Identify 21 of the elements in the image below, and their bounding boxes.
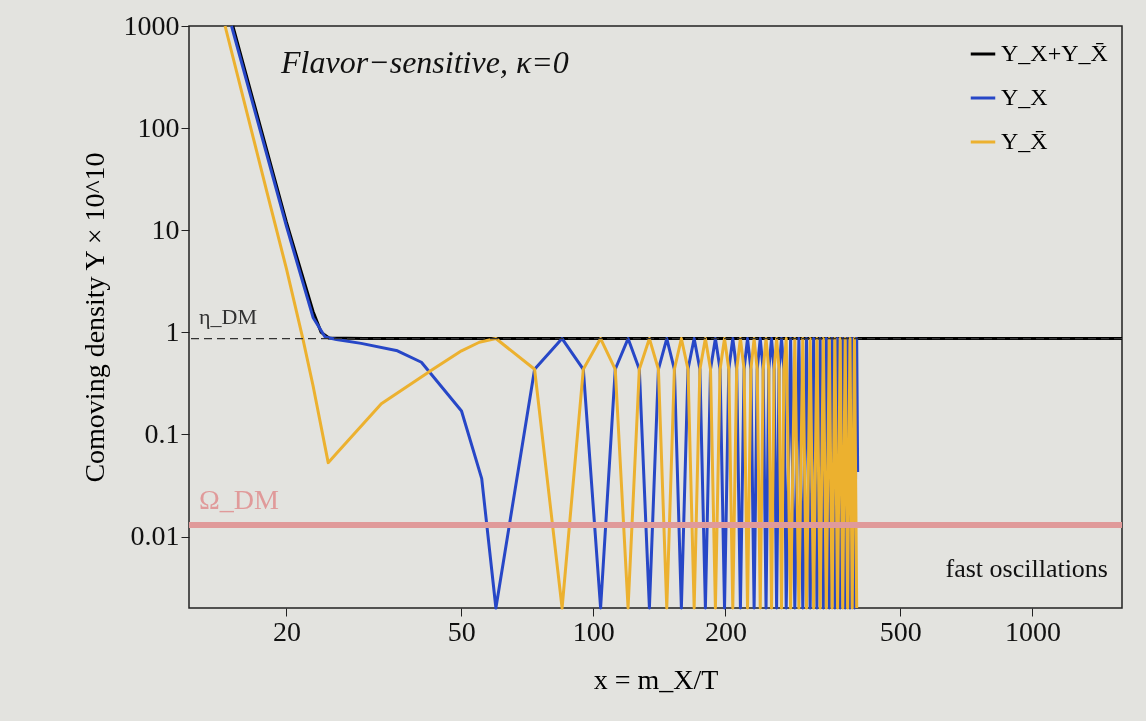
legend-label: Y_X̄	[1001, 128, 1048, 154]
x-tick-label: 200	[704, 615, 747, 647]
x-tick-label: 1000	[1004, 615, 1061, 647]
text: Flavor−sensitive, κ=0	[280, 44, 569, 80]
y-tick-label: 10	[151, 213, 180, 245]
x-axis-title: x = m_X/T	[593, 663, 719, 695]
y-tick-label: 1000	[123, 9, 180, 41]
y-axis-title: Comoving density Y × 10^10	[78, 152, 110, 483]
ref-line-label: Ω_DM	[199, 483, 280, 515]
x-tick-label: 20	[272, 615, 301, 647]
ref-line-label: η_DM	[199, 303, 257, 329]
y-tick-label: 1	[165, 315, 180, 347]
annotation: fast oscillations	[945, 554, 1108, 583]
y-tick-label: 100	[137, 111, 180, 143]
x-tick-label: 100	[572, 615, 615, 647]
x-tick-label: 50	[447, 615, 476, 647]
x-tick-label: 500	[879, 615, 922, 647]
legend-label: Y_X	[1001, 84, 1048, 110]
y-tick-label: 0.1	[144, 417, 180, 449]
legend-label: Y_X+Y_X̄	[1001, 40, 1108, 66]
y-tick-label: 0.01	[130, 520, 180, 552]
